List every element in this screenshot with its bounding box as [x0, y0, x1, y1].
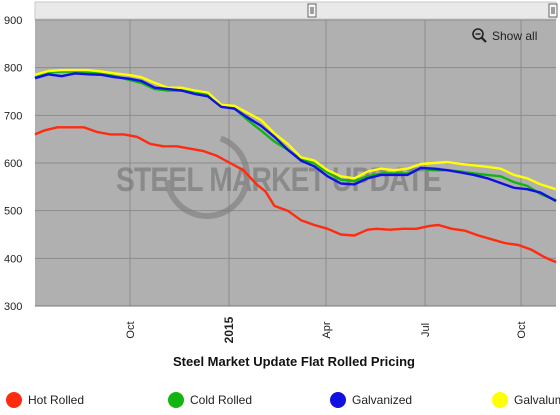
x-tick-label: Apr	[321, 321, 333, 338]
zoom-icon	[472, 28, 487, 43]
y-tick-label: 900	[4, 15, 22, 27]
series-line-galvanized	[34, 72, 557, 203]
legend-item-galvalume[interactable]: Galvalume	[492, 392, 560, 408]
x-tick-label: Oct	[125, 321, 137, 338]
watermark: STEEL MARKET UPDATE	[116, 133, 442, 219]
chart-title: Steel Market Update Flat Rolled Pricing	[173, 354, 415, 369]
watermark-ring-icon	[164, 133, 250, 219]
legend-marker-icon	[6, 392, 22, 408]
navigator-left-handle[interactable]	[307, 3, 317, 18]
legend-marker-icon	[168, 392, 184, 408]
legend: Hot Rolled Cold Rolled Galvanized Galvalume	[6, 392, 560, 408]
legend-label: Cold Rolled	[190, 393, 252, 407]
watermark-text: STEEL MARKET UPDATE	[116, 161, 441, 199]
x-tick-label: Oct	[516, 321, 528, 338]
y-axis-labels: 300 400 500 600 700 800 900	[4, 15, 22, 313]
legend-item-hot-rolled[interactable]: Hot Rolled	[6, 392, 84, 408]
y-tick-label: 700	[4, 110, 22, 122]
x-axis-labels: Oct 2015 Apr Jul Oct	[125, 316, 528, 343]
legend-label: Galvalume	[514, 393, 560, 407]
series-line-hot-rolled	[34, 126, 557, 264]
x-tick-label: Jul	[420, 323, 432, 337]
legend-item-cold-rolled[interactable]: Cold Rolled	[168, 392, 252, 408]
y-tick-label: 300	[4, 301, 22, 313]
navigator-right-handle[interactable]	[548, 3, 558, 18]
y-tick-label: 800	[4, 63, 22, 75]
legend-label: Hot Rolled	[28, 393, 84, 407]
show-all-button[interactable]: Show all	[472, 28, 537, 43]
series-line-galvalume	[34, 68, 557, 191]
y-tick-label: 400	[4, 253, 22, 265]
legend-marker-icon	[492, 392, 508, 408]
legend-item-galvanized[interactable]: Galvanized	[330, 392, 412, 408]
y-tick-label: 600	[4, 158, 22, 170]
y-tick-label: 500	[4, 206, 22, 218]
x-tick-label: 2015	[222, 316, 236, 343]
show-all-label[interactable]: Show all	[492, 29, 537, 43]
legend-marker-icon	[330, 392, 346, 408]
series-layer	[34, 68, 557, 264]
legend-label: Galvanized	[352, 393, 412, 407]
navigator-bar[interactable]	[34, 1, 557, 20]
